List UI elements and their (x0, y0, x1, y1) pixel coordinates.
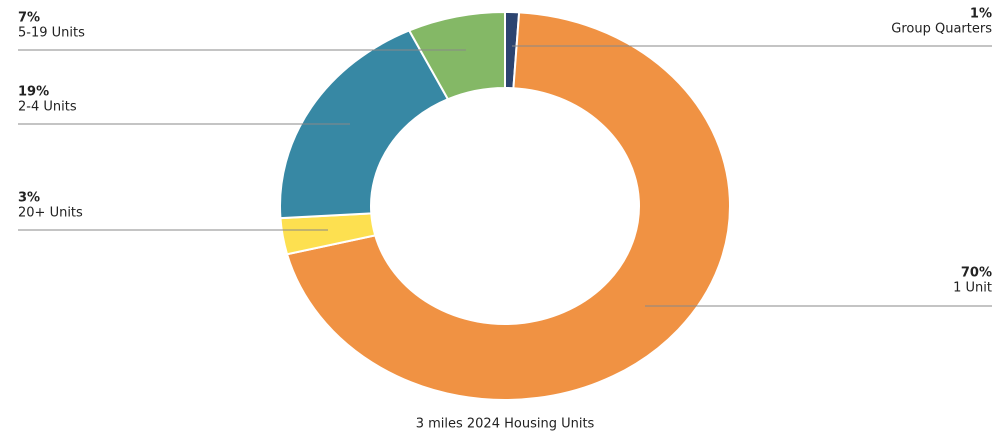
value-label: 1% (970, 7, 992, 22)
category-label: Group Quarters (891, 22, 992, 37)
value-label: 70% (961, 266, 992, 281)
category-label: 2-4 Units (18, 100, 77, 115)
category-label: 5-19 Units (18, 26, 85, 41)
value-label: 7% (18, 11, 40, 26)
donut-segment (285, 11, 731, 401)
chart-title: 3 miles 2024 Housing Units (416, 417, 595, 432)
category-label: 1 Unit (953, 281, 992, 296)
donut-segment (407, 10, 506, 101)
category-label: 20+ Units (18, 206, 83, 221)
donut-segment (279, 29, 450, 220)
value-label: 19% (18, 85, 49, 100)
value-label: 3% (18, 191, 40, 206)
